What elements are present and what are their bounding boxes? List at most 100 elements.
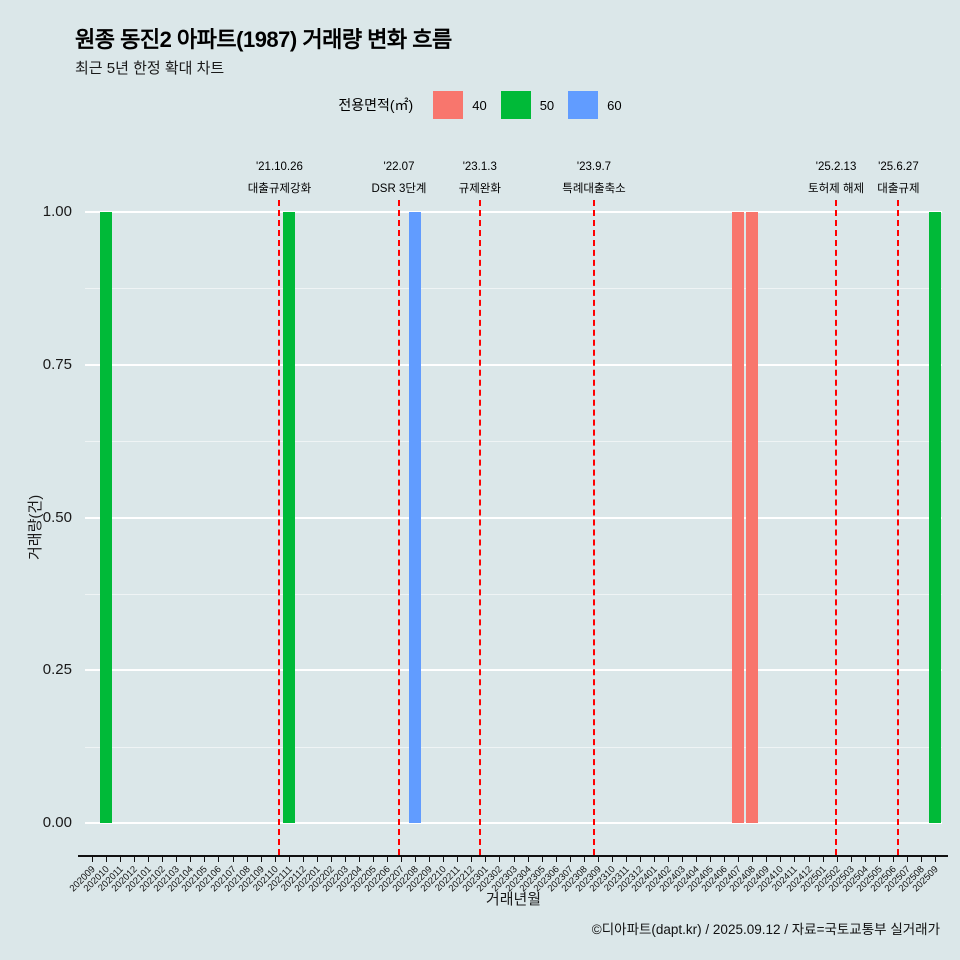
event-date-label: '25.2.13 [815, 161, 857, 173]
event-vline [835, 200, 838, 855]
event-vline [897, 200, 900, 855]
x-axis-tick [625, 857, 627, 862]
x-axis-tick [920, 857, 922, 862]
x-axis-tick [134, 857, 136, 862]
event-date-label: '22.07 [383, 161, 415, 173]
x-axis-tick [106, 857, 108, 862]
bar-50-202509 [928, 212, 941, 823]
bar-50-202010 [100, 212, 113, 823]
legend-swatch [568, 91, 599, 119]
x-axis-tick [864, 857, 866, 862]
x-axis-tick [794, 857, 796, 862]
x-axis-tick [724, 857, 726, 862]
gridline-minor [85, 746, 942, 748]
event-label: DSR 3단계 [371, 183, 427, 195]
y-axis-tick-label: 0.50 [42, 508, 72, 526]
x-axis-tick [485, 857, 487, 862]
bar-40-202407 [732, 212, 745, 823]
event-vline [397, 200, 400, 855]
x-axis-tick [415, 857, 417, 862]
gridline-major [85, 363, 942, 366]
x-axis-title: 거래년월 [485, 891, 542, 908]
chart-subtitle: 최근 5년 한정 확대 차트 [75, 60, 225, 77]
bar-60-202208 [409, 212, 422, 823]
x-axis-tick [373, 857, 374, 862]
event-vline [478, 200, 481, 855]
x-axis-tick [148, 857, 150, 862]
event-date-label: '23.9.7 [576, 161, 612, 173]
legend-title: 전용면적(㎡) [338, 97, 414, 113]
x-axis-tick [190, 857, 192, 862]
x-axis-tick [850, 857, 852, 862]
y-axis-tick-label: 1.00 [42, 203, 72, 220]
x-axis-tick [288, 857, 290, 862]
legend-item-50: 50 [500, 91, 555, 119]
x-axis-tick [766, 857, 768, 862]
x-axis-tick [541, 857, 543, 862]
x-axis-tick [696, 857, 698, 862]
x-axis-tick [527, 857, 529, 862]
legend-item-label: 60 [607, 97, 622, 113]
x-axis-tick [780, 857, 782, 862]
event-label: 대출규제 [877, 183, 920, 195]
event-label: 대출규제강화 [247, 183, 312, 195]
x-axis-tick [653, 857, 655, 862]
x-axis-tick [204, 857, 206, 862]
x-axis-tick [218, 857, 220, 862]
x-axis-tick [443, 857, 445, 862]
x-axis-tick [934, 857, 936, 862]
gridline-minor [85, 593, 942, 595]
legend-swatch [500, 91, 531, 119]
x-axis-tick [808, 857, 810, 862]
x-axis-tick [302, 857, 304, 862]
x-axis-tick [429, 857, 431, 862]
event-date-label: '23.1.3 [462, 161, 497, 173]
gridline-minor [85, 441, 942, 443]
event-label: 규제완화 [458, 183, 501, 195]
x-axis-tick [330, 857, 332, 862]
x-axis-tick [246, 857, 248, 862]
x-axis-tick [471, 857, 473, 862]
legend-item-40: 40 [433, 91, 487, 119]
legend-swatch [433, 91, 464, 119]
x-axis-tick [668, 857, 670, 862]
x-axis-tick [358, 857, 360, 862]
y-axis-tick-label: 0.00 [42, 814, 72, 831]
y-axis-tick-label: 0.25 [42, 661, 72, 679]
gridline-major [85, 822, 942, 824]
x-axis-tick [710, 857, 712, 862]
x-axis-tick [232, 857, 234, 862]
event-vline [278, 200, 281, 855]
gridline-major [85, 211, 942, 213]
x-axis-tick [836, 857, 838, 862]
legend: 전용면적(㎡) 40 50 60 [0, 90, 960, 120]
legend-item-label: 40 [472, 97, 487, 113]
x-axis-tick [120, 857, 122, 862]
x-axis-tick [906, 857, 908, 862]
x-axis-tick [738, 857, 740, 862]
chart-title: 원종 동진2 아파트(1987) 거래량 변화 흐름 [75, 27, 452, 52]
legend-item-label: 50 [539, 97, 555, 113]
x-axis-tick [401, 857, 403, 862]
x-axis-tick [569, 857, 571, 862]
x-axis-tick [611, 857, 613, 862]
x-axis-tick [752, 857, 754, 862]
bar-50-202111 [282, 212, 295, 823]
x-axis-tick [387, 857, 389, 862]
x-axis-tick [513, 857, 515, 862]
y-axis-tick-label: 0.75 [42, 355, 72, 373]
event-date-label: '25.6.27 [878, 161, 919, 173]
x-axis-tick [878, 857, 880, 862]
x-axis-tick [274, 857, 276, 862]
x-axis-tick [682, 857, 684, 862]
x-axis-tick [176, 857, 178, 862]
x-axis-tick [822, 857, 824, 862]
event-vline [593, 200, 595, 855]
gridline-major [85, 669, 942, 672]
x-axis-tick [892, 857, 894, 862]
x-axis-tick [260, 857, 262, 862]
event-label: 특례대출축소 [562, 183, 626, 195]
legend-item-60: 60 [568, 91, 622, 119]
